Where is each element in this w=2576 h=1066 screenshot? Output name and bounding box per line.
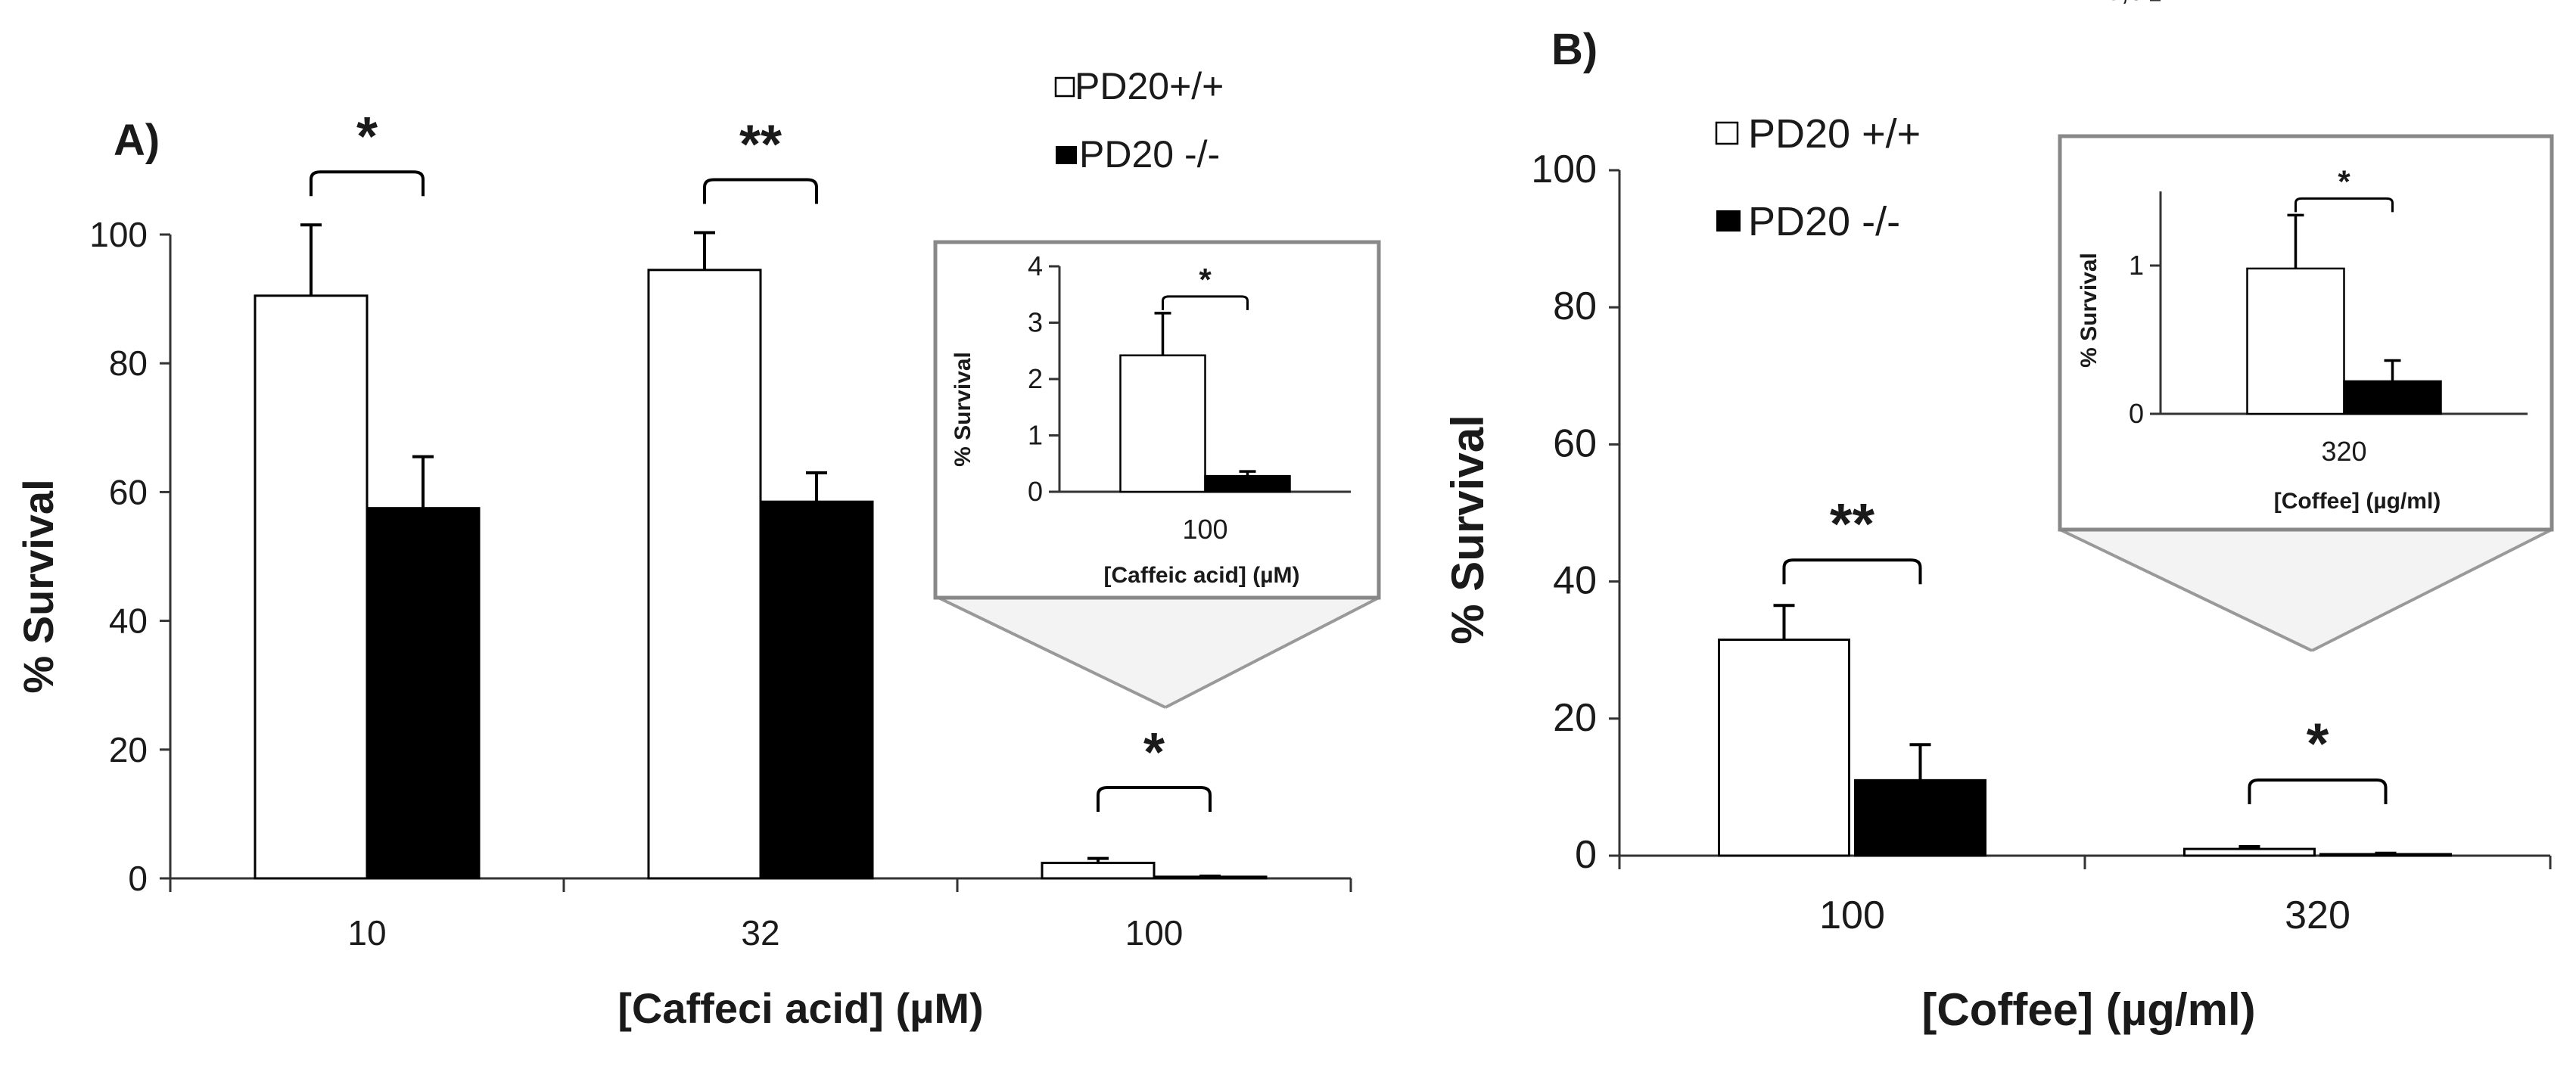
legend-swatch-knockout [1056, 146, 1077, 164]
panel-b-y-tick-label: 100 [1531, 148, 1597, 191]
inset-a-significance-label: * [1199, 262, 1212, 297]
inset-a-y-tick-label: 0 [1028, 476, 1043, 507]
panel-b-y-tick-label: 60 [1553, 421, 1597, 465]
legend-label-knockout: PD20 -/- [1079, 133, 1220, 176]
inset-b-y-tick-label: 1,5 [2106, 0, 2144, 6]
panel-a-x-tick-label: 100 [1125, 913, 1184, 953]
panel-a-y-tick-label: 60 [109, 472, 148, 511]
panel-b-bar-knockout [1854, 779, 1986, 857]
panel-a-bar-wildtype [254, 294, 369, 880]
panel-b-x-axis-title: [Coffee] (µg/ml) [1921, 984, 2255, 1035]
panel-b-x-tick-label: 320 [2285, 894, 2350, 937]
panel-a-bar-knockout [366, 507, 481, 880]
panel-a-significance-label: * [356, 107, 378, 167]
inset-b-significance-bracket [2294, 197, 2394, 213]
inset-b-significance-label: * [2338, 163, 2350, 199]
panel-a: A) [Caffeci acid] (µM) % Survival PD20+/… [14, 65, 1381, 1032]
panel-a-significance-label: * [1143, 723, 1165, 783]
panel-b: B) [Coffee] (µg/ml) % Survival PD20 +/+ … [1442, 0, 2554, 1035]
panel-a-y-tick-label: 100 [89, 215, 148, 254]
panel-b-significance-bracket [1782, 558, 1922, 585]
panel-a-legend: PD20+/+ PD20 -/- [1054, 65, 1224, 176]
inset-b-y-axis-title: % Survival [2077, 253, 2102, 368]
panel-b-bar-wildtype [2183, 847, 2316, 857]
inset-a-zoom-wedge [938, 598, 1379, 707]
panel-b-bar-wildtype [1718, 639, 1850, 857]
inset-b-bar-wildtype [2246, 267, 2345, 415]
inset-a-x-axis-title: [Caffeic acid] (µM) [1104, 563, 1300, 588]
panel-b-label: B) [1551, 25, 1598, 74]
panel-a-bar-knockout [759, 500, 874, 880]
panel-a-y-axis-title: % Survival [14, 479, 62, 693]
panel-a-x-tick-label: 10 [347, 913, 386, 953]
inset-b-zoom-line-left [2059, 528, 2313, 652]
inset-a-y-tick-label: 2 [1028, 363, 1043, 394]
inset-a-x-tick-label: 100 [1182, 514, 1227, 545]
panel-a-bar-wildtype [647, 269, 762, 880]
panel-a-significance-bracket [1097, 786, 1212, 812]
panel-b-y-tick-label: 80 [1553, 284, 1597, 328]
panel-b-y-axis-title: % Survival [1442, 415, 1493, 645]
legend-swatch-knockout [1716, 210, 1741, 232]
panel-a-x-tick-label: 32 [741, 913, 779, 953]
panel-a-x-axis-title: [Caffeci acid] (µM) [618, 984, 983, 1032]
panel-b-y-tick-label: 0 [1575, 833, 1597, 877]
panel-a-y-tick-label: 0 [128, 859, 148, 898]
inset-a-y-axis-title: % Survival [950, 352, 975, 467]
panel-a-inset: [Caffeic acid] (µM) % Survival 0 1 2 3 4 100 * [933, 240, 1381, 709]
inset-b-y-tick-label: 1 [2129, 250, 2144, 281]
inset-a-zoom-line-left [938, 596, 1166, 709]
panel-a-y-tick-label: 80 [109, 343, 148, 383]
inset-b-x-tick-label: 320 [2321, 436, 2366, 467]
legend-label-knockout: PD20 -/- [1748, 199, 1900, 244]
legend-label-wildtype: PD20 +/+ [1748, 111, 1921, 157]
panel-a-y-tick-label: 40 [109, 601, 148, 641]
panel-a-significance-label: ** [739, 114, 782, 175]
inset-b-x-axis-title: [Coffee] (µg/ml) [2274, 489, 2441, 514]
panel-b-inset: [Coffee] (µg/ml) % Survival 0 0,5 1 1,5 320 * [2058, 0, 2554, 652]
inset-a-zoom-line-right [1165, 596, 1380, 709]
panel-a-significance-bracket [703, 178, 818, 204]
panel-a-significance-bracket [310, 170, 425, 197]
inset-a-y-tick-label: 3 [1028, 307, 1043, 338]
panel-b-legend: PD20 +/+ PD20 -/- [1715, 111, 1921, 244]
inset-b-bar-knockout [2343, 380, 2442, 415]
legend-swatch-wildtype [1715, 121, 1739, 145]
panel-b-significance-bracket [2248, 779, 2388, 804]
panel-b-x-tick-label: 100 [1819, 894, 1885, 937]
inset-a-significance-bracket [1162, 295, 1249, 310]
inset-a-bar-knockout [1204, 474, 1291, 493]
panel-b-y-tick-label: 40 [1553, 559, 1597, 603]
panel-b-significance-label: ** [1830, 492, 1875, 556]
inset-b-y-tick-label: 0,5 [2106, 0, 2144, 6]
inset-a-y-tick-label: 1 [1028, 420, 1043, 451]
legend-label-wildtype: PD20+/+ [1075, 65, 1224, 107]
legend-swatch-wildtype [1054, 76, 1075, 98]
inset-b-zoom-wedge [2060, 530, 2552, 651]
panel-a-label: A) [114, 116, 160, 165]
panel-b-y-tick-label: 20 [1553, 696, 1597, 740]
inset-b-zoom-line-right [2311, 528, 2553, 652]
panel-a-y-tick-label: 20 [109, 730, 148, 769]
inset-a-bar-wildtype [1119, 354, 1206, 493]
inset-b-y-tick-label: 0 [2129, 398, 2144, 429]
panel-a-bar-wildtype [1041, 862, 1156, 880]
panel-b-significance-label: * [2307, 712, 2329, 776]
inset-a-y-tick-label: 4 [1028, 250, 1043, 281]
